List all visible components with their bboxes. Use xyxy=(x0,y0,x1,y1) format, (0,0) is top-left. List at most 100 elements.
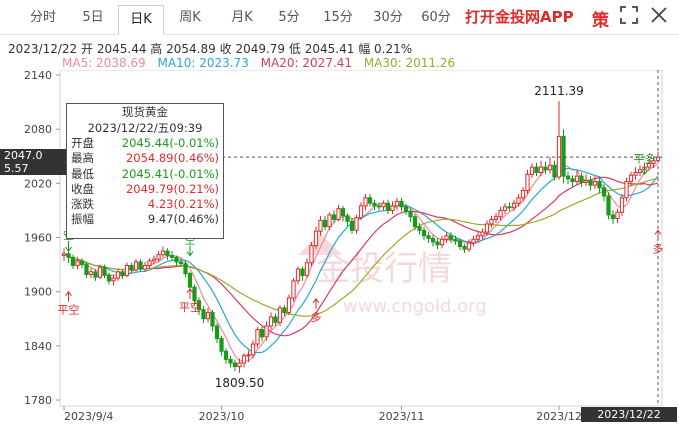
candle xyxy=(385,199,391,215)
signal-arrow-head xyxy=(654,229,662,235)
candle xyxy=(439,235,445,249)
tab-30min[interactable]: 30分 xyxy=(373,10,403,25)
strategy-icon[interactable]: 策 xyxy=(592,11,609,31)
candle xyxy=(93,269,98,281)
candle xyxy=(196,297,202,316)
ma10-label: MA10: 2023.73 xyxy=(157,56,249,70)
tooltip-row: 涨跌 4.23(0.21%) xyxy=(67,197,223,212)
info-date: 2023/12/22 xyxy=(8,42,78,56)
ma-legend: MA5: 2038.69 MA10: 2023.73 MA20: 2027.41… xyxy=(62,56,463,70)
candle xyxy=(232,359,238,372)
candle xyxy=(399,197,404,212)
close-icon[interactable] xyxy=(650,6,668,29)
candle xyxy=(322,215,328,231)
info-close-label: 收 xyxy=(219,42,232,56)
candle-body xyxy=(583,180,589,183)
tab-daily-k[interactable]: 日K xyxy=(118,5,164,35)
candle xyxy=(615,208,620,224)
y-tick-label: 2140 xyxy=(24,70,52,82)
info-change: 0.21% xyxy=(374,42,413,56)
info-high-label: 高 xyxy=(150,42,163,56)
tooltip-value: 2049.79(0.21%) xyxy=(125,181,219,196)
fullscreen-icon[interactable] xyxy=(620,6,638,29)
candle-body xyxy=(466,242,472,250)
tab-timeshare[interactable]: 分时 xyxy=(29,10,56,25)
candle xyxy=(228,355,233,368)
candle-body xyxy=(426,235,431,239)
candle-body xyxy=(529,166,535,175)
candle-body xyxy=(174,256,179,263)
open-app-link[interactable]: 打开金投网APP xyxy=(465,8,574,26)
tab-5day[interactable]: 5日 xyxy=(82,10,104,25)
candle xyxy=(165,248,170,261)
candle-body xyxy=(250,343,256,356)
candle xyxy=(192,284,197,306)
tooltip-row: 最低 2045.41(-0.01%) xyxy=(67,167,223,182)
candle-body xyxy=(421,229,427,237)
signal-label: 空 xyxy=(185,233,196,247)
ohlc-info-bar: 2023/12/22 开 2045.44 高 2054.89 收 2049.79… xyxy=(8,40,412,57)
y-tick-label: 2020 xyxy=(24,177,52,190)
candle xyxy=(520,186,526,202)
candle-body xyxy=(358,205,364,219)
candle xyxy=(138,259,143,272)
candle xyxy=(88,268,94,279)
candle-body xyxy=(138,261,143,270)
price-flag-change: 5.57 xyxy=(4,162,29,175)
candle-body xyxy=(97,266,103,278)
candle xyxy=(246,350,251,363)
candle-body xyxy=(169,255,175,258)
candle xyxy=(453,235,458,245)
candle xyxy=(313,226,319,250)
candle-body xyxy=(624,181,629,199)
candle xyxy=(367,194,373,207)
ma20-label: MA20: 2027.41 xyxy=(260,56,352,70)
candle xyxy=(606,192,611,220)
candle-body xyxy=(385,202,391,211)
signal-arrow-head xyxy=(65,246,72,252)
candle-body xyxy=(142,264,148,270)
candle xyxy=(286,294,292,316)
candle xyxy=(502,203,508,215)
candle-body xyxy=(178,261,184,265)
candle xyxy=(511,199,517,212)
info-low-label: 低 xyxy=(288,42,301,56)
candlestick-chart[interactable]: 金投行情 www.cngold.org 2140 2080 2020 1960 1900 18… xyxy=(0,70,679,422)
tab-60min[interactable]: 60分 xyxy=(421,10,451,25)
candle-body xyxy=(133,261,139,271)
candle-body xyxy=(601,187,607,197)
x-tick-label: 2023/9/4 xyxy=(64,410,113,422)
candle-body xyxy=(507,206,512,209)
watermark-url: www.cngold.org xyxy=(343,296,487,317)
candle xyxy=(462,243,467,253)
tab-weekly-k[interactable]: 周K xyxy=(179,10,201,25)
candle xyxy=(273,313,278,326)
tab-5min[interactable]: 5分 xyxy=(278,10,300,25)
candle xyxy=(160,246,166,258)
candle xyxy=(646,158,652,171)
candle xyxy=(205,307,211,323)
candle-body xyxy=(516,197,521,204)
signal-buy: 多 xyxy=(311,298,322,324)
candle xyxy=(403,204,409,215)
candle-body xyxy=(417,226,422,231)
candle-body xyxy=(264,325,269,338)
candle-body xyxy=(282,307,287,313)
signal-sell: 空 xyxy=(185,233,196,257)
tab-monthly-k[interactable]: 月K xyxy=(231,10,253,25)
tooltip-value: 4.23(0.21%) xyxy=(147,197,219,212)
candle-body xyxy=(403,206,409,212)
candle xyxy=(633,167,638,180)
candle xyxy=(106,272,112,285)
candle xyxy=(66,250,71,263)
candle xyxy=(309,242,314,267)
candle-body xyxy=(259,329,265,338)
tab-15min[interactable]: 15分 xyxy=(323,10,353,25)
candle-body xyxy=(408,210,413,218)
candle-body xyxy=(61,253,67,257)
candle xyxy=(372,199,377,211)
candle xyxy=(75,257,80,270)
candle xyxy=(556,101,562,180)
candle xyxy=(277,305,283,326)
candle-body xyxy=(592,181,598,186)
